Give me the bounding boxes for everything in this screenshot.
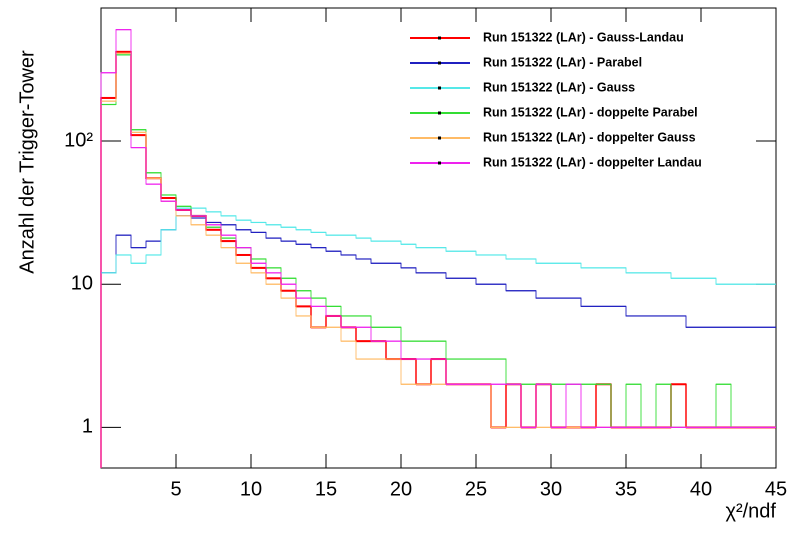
x-tick-label: 20 bbox=[390, 478, 412, 500]
x-tick-label: 5 bbox=[170, 478, 181, 500]
legend-label: Run 151322 (LAr) - Parabel bbox=[483, 55, 642, 69]
y-tick-label: 1 bbox=[82, 416, 93, 438]
legend-marker bbox=[438, 161, 441, 165]
legend-label: Run 151322 (LAr) - doppelte Parabel bbox=[483, 105, 698, 119]
step-outline bbox=[100, 215, 776, 468]
x-tick-label: 45 bbox=[765, 478, 787, 500]
legend-marker bbox=[438, 111, 441, 115]
legend-marker bbox=[438, 36, 441, 40]
y-tick-label: 10 bbox=[71, 272, 93, 294]
legend-label: Run 151322 (LAr) - doppelter Gauss bbox=[483, 130, 696, 144]
legend-label: Run 151322 (LAr) - Gauss-Landau bbox=[483, 30, 684, 44]
legend-marker bbox=[438, 61, 441, 65]
x-tick-label: 40 bbox=[690, 478, 712, 500]
x-tick-label: 25 bbox=[465, 478, 487, 500]
x-tick-label: 10 bbox=[240, 478, 262, 500]
x-tick-label: 15 bbox=[315, 478, 337, 500]
legend-marker bbox=[438, 86, 441, 90]
x-axis-title: χ²/ndf bbox=[725, 500, 776, 522]
legend-marker bbox=[438, 136, 441, 140]
x-tick-label: 30 bbox=[540, 478, 562, 500]
plot-frame bbox=[100, 7, 777, 469]
y-axis-title: Anzahl der Trigger-Tower bbox=[16, 50, 38, 274]
legend-label: Run 151322 (LAr) - doppelter Landau bbox=[483, 155, 702, 169]
y-tick-label: 10² bbox=[64, 129, 93, 151]
x-tick-label: 35 bbox=[615, 478, 637, 500]
legend-label: Run 151322 (LAr) - Gauss bbox=[483, 80, 635, 94]
step-outline bbox=[100, 29, 776, 468]
